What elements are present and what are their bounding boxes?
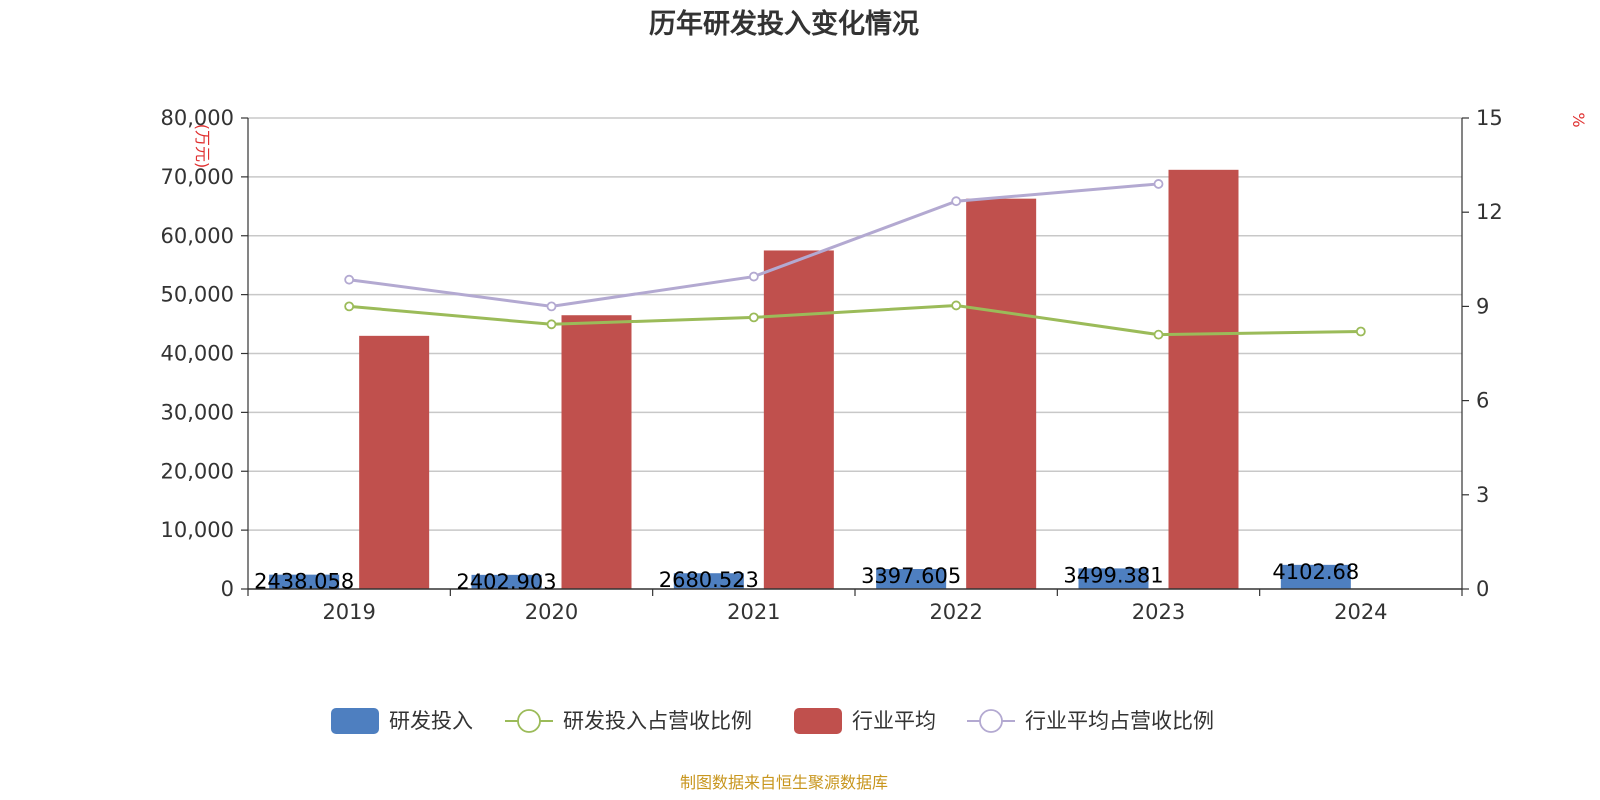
line-point	[951, 196, 962, 207]
bar-rd-investment	[471, 574, 542, 589]
chart-title: 历年研发投入变化情况	[649, 8, 919, 40]
legend-industry-ratio-swatch-marker	[979, 709, 1003, 733]
line-point	[344, 274, 355, 285]
data-label: 2402.903	[456, 570, 556, 594]
bar-industry-average	[966, 198, 1037, 589]
legend-rd-investment-swatch	[331, 708, 379, 734]
x-axis-tick-label: 2024	[1334, 600, 1387, 624]
left-axis-tick-label: 50,000	[161, 283, 234, 307]
right-axis-tick-label: 6	[1476, 389, 1489, 413]
left-axis-tick-label: 40,000	[161, 342, 234, 366]
data-label: 4102.68	[1272, 560, 1359, 584]
right-axis-tick-label: 12	[1476, 200, 1503, 224]
bar-industry-average	[1168, 169, 1239, 589]
line-point	[546, 301, 557, 312]
bar-industry-average	[561, 315, 632, 589]
line-point	[748, 271, 759, 282]
line-point	[1153, 179, 1164, 189]
right-axis-tick-label: 9	[1476, 294, 1489, 318]
right-axis-unit: %	[1569, 112, 1588, 127]
line-point	[748, 312, 759, 323]
right-axis-tick-label: 15	[1476, 106, 1503, 130]
x-axis-tick-label: 2021	[727, 600, 780, 624]
bars-layer	[269, 169, 1351, 589]
left-axis-tick-label: 60,000	[161, 224, 234, 248]
bar-industry-average	[763, 250, 834, 589]
line-point	[1153, 329, 1164, 340]
left-axis-tick-label: 0	[221, 577, 234, 601]
data-label: 2680.523	[659, 568, 759, 592]
line-point	[546, 319, 557, 330]
line-rd-ratio	[349, 303, 1361, 337]
x-axis-tick-label: 2019	[322, 600, 375, 624]
bar-rd-investment	[1280, 564, 1351, 589]
axes-layer: 0 10,000 20,000 30,000 40,000 50,000 60,000 70,…	[161, 106, 1503, 624]
line-point	[344, 301, 355, 312]
left-axis-tick-label: 80,000	[161, 106, 234, 130]
right-axis-tick-label: 3	[1476, 483, 1489, 507]
right-axis-tick-label: 0	[1476, 577, 1489, 601]
legend: 研发投入 研发投入占营收比例 行业平均 行业平均占营收比例	[331, 708, 1214, 734]
legend-rd-ratio-swatch-marker	[517, 709, 541, 733]
bar-rd-investment	[269, 574, 340, 589]
legend-rd-investment-label: 研发投入	[389, 709, 473, 733]
data-label: 3397.605	[861, 564, 961, 588]
bar-rd-investment	[673, 573, 744, 589]
data-label: 2438.058	[254, 570, 354, 594]
left-axis-tick-label: 30,000	[161, 400, 234, 424]
legend-industry-average-swatch	[794, 708, 842, 734]
line-industry-ratio	[348, 182, 1159, 308]
line-point	[1355, 326, 1366, 337]
legend-industry-average-label: 行业平均	[852, 709, 936, 733]
x-axis-tick-label: 2023	[1132, 600, 1185, 624]
left-axis-tick-label: 70,000	[161, 165, 234, 189]
left-axis-tick-label: 20,000	[161, 459, 234, 483]
x-axis-tick-label: 2020	[525, 600, 578, 624]
left-axis-unit: (万元)	[193, 124, 212, 169]
bar-rd-investment	[876, 568, 947, 589]
line-point	[951, 300, 962, 311]
left-axis-tick-label: 10,000	[161, 518, 234, 542]
grid-lines	[248, 117, 1462, 531]
x-axis-tick-label: 2022	[929, 600, 982, 624]
lines-layer	[344, 179, 1366, 340]
data-labels-layer: 2438.058 2402.903 2680.523 3397.605 3499.381…	[254, 560, 1359, 594]
bar-industry-average	[359, 335, 430, 589]
legend-rd-ratio-label: 研发投入占营收比例	[563, 709, 752, 733]
data-label: 3499.381	[1063, 563, 1163, 587]
legend-industry-ratio-label: 行业平均占营收比例	[1025, 709, 1214, 733]
source-note: 制图数据来自恒生聚源数据库	[680, 773, 888, 792]
bar-rd-investment	[1078, 568, 1149, 589]
